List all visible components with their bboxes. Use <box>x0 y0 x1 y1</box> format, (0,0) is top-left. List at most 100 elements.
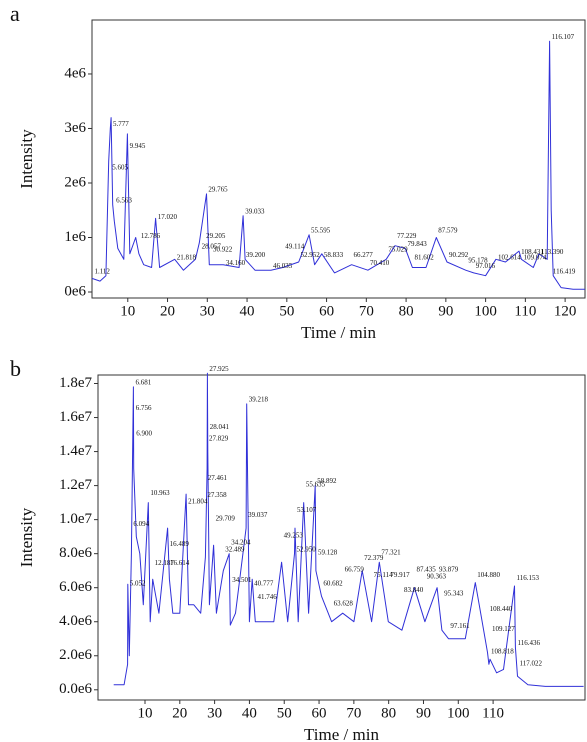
peak-label: 39.200 <box>246 251 266 259</box>
peak-label: 66.277 <box>354 251 374 259</box>
x-tick-label: 90 <box>416 705 431 721</box>
peak-label: 41.746 <box>258 593 278 601</box>
x-tick-label: 30 <box>200 303 215 319</box>
peak-label: 75.029 <box>388 245 408 253</box>
peak-label: 29.765 <box>208 185 228 193</box>
peak-label: 93.879 <box>439 566 459 574</box>
peak-label: 16.614 <box>170 559 190 567</box>
peak-label: 117.022 <box>520 659 543 667</box>
y-tick-label: 0e6 <box>64 283 86 299</box>
peak-label: 79.917 <box>390 571 410 579</box>
peak-label: 72.379 <box>364 554 384 562</box>
peak-label: 55.595 <box>311 226 331 234</box>
peak-label: 52.952 <box>301 251 321 259</box>
chromatogram-line <box>113 372 584 687</box>
x-tick-label: 100 <box>474 303 497 319</box>
plot-frame <box>91 19 586 299</box>
peak-label: 59.128 <box>318 549 338 557</box>
y-tick-label: 2e6 <box>64 174 86 190</box>
peak-label: 9.945 <box>130 142 146 150</box>
peak-label: 116.436 <box>518 639 541 647</box>
y-tick-label: 1e6 <box>64 229 86 245</box>
x-tick-label: 80 <box>399 303 414 319</box>
x-tick-label: 70 <box>359 303 374 319</box>
peak-label: 40.777 <box>254 579 274 587</box>
peak-label: 6.900 <box>136 430 152 438</box>
peak-label: 63.628 <box>334 600 354 608</box>
peak-label: 28.041 <box>210 423 230 431</box>
x-tick-label: 40 <box>240 303 255 319</box>
peak-label: 90.292 <box>449 251 469 259</box>
x-tick-label: 60 <box>319 303 334 319</box>
peak-label: 77.321 <box>381 549 401 557</box>
peak-label: 58.833 <box>324 251 344 259</box>
x-tick-label: 20 <box>172 705 187 721</box>
peak-label: 108.431 <box>521 248 544 256</box>
x-axis-label: Time / min <box>304 725 379 742</box>
x-tick-label: 110 <box>514 303 536 319</box>
peak-label: 32.489 <box>225 545 245 553</box>
peak-label: 34.501 <box>232 576 252 584</box>
peak-label: 28.057 <box>202 243 222 251</box>
peak-label: 39.033 <box>245 207 265 215</box>
peak-label: 81.602 <box>414 254 434 262</box>
y-tick-label: 1.4e7 <box>59 443 92 459</box>
chromatogram-line <box>91 40 585 290</box>
peak-label: 97.161 <box>450 622 470 630</box>
x-tick-label: 100 <box>447 705 470 721</box>
x-tick-label: 60 <box>312 705 327 721</box>
peak-label: 52.950 <box>297 545 317 553</box>
y-tick-label: 6.0e6 <box>59 579 92 595</box>
x-tick-label: 50 <box>277 705 292 721</box>
peak-label: 102.614 <box>498 254 521 262</box>
y-tick-label: 4e6 <box>64 65 86 81</box>
x-tick-label: 40 <box>242 705 257 721</box>
peak-label: 77.229 <box>397 232 417 240</box>
peak-label: 90.363 <box>427 572 447 580</box>
x-tick-label: 110 <box>482 705 504 721</box>
y-tick-label: 1.2e7 <box>59 477 92 493</box>
peak-label: 30.922 <box>213 245 233 253</box>
peak-label: 108.440 <box>490 605 513 613</box>
peak-label: 104.880 <box>477 571 500 579</box>
peak-label: 12.786 <box>141 232 161 240</box>
x-tick-label: 70 <box>346 705 361 721</box>
peak-label: 83.840 <box>404 586 424 594</box>
peak-label: 5.052 <box>130 579 146 587</box>
peak-label: 29.205 <box>206 232 226 240</box>
x-axis-label: Time / min <box>301 323 376 342</box>
y-tick-label: 8.0e6 <box>59 545 92 561</box>
peak-label: 108.818 <box>491 647 514 655</box>
panel-label: a <box>10 1 20 26</box>
x-tick-label: 20 <box>160 303 175 319</box>
peak-label: 55.635 <box>306 481 326 489</box>
peak-label: 6.756 <box>136 404 152 412</box>
x-tick-label: 10 <box>120 303 135 319</box>
x-tick-label: 120 <box>554 303 577 319</box>
peak-label: 39.037 <box>248 511 268 519</box>
peak-label: 5.777 <box>113 120 129 128</box>
peak-label: 27.358 <box>207 491 227 499</box>
peak-label: 29.709 <box>216 515 236 523</box>
peak-label: 34.204 <box>231 538 251 546</box>
peak-label: 1.112 <box>94 267 110 275</box>
x-tick-label: 30 <box>207 705 222 721</box>
plot-frame <box>97 374 586 701</box>
peak-label: 58.892 <box>317 477 337 485</box>
x-tick-label: 80 <box>381 705 396 721</box>
y-tick-label: 1.6e7 <box>59 409 92 425</box>
peak-label: 75.114 <box>374 571 393 579</box>
peak-label: 113.390 <box>541 248 564 256</box>
y-tick-label: 1.8e7 <box>59 375 92 391</box>
peak-label: 116.153 <box>517 574 540 582</box>
peak-label: 97.016 <box>476 262 496 270</box>
peak-label: 53.107 <box>297 506 317 514</box>
peak-label: 21.818 <box>177 254 197 262</box>
peak-label: 79.843 <box>407 240 427 248</box>
peak-label: 49.114 <box>285 243 304 251</box>
peak-label: 39.218 <box>249 396 269 404</box>
y-tick-label: 1.0e7 <box>59 511 92 527</box>
peak-label: 27.829 <box>209 435 229 443</box>
peak-label: 70.410 <box>370 259 390 267</box>
peak-label: 87.435 <box>417 566 437 574</box>
